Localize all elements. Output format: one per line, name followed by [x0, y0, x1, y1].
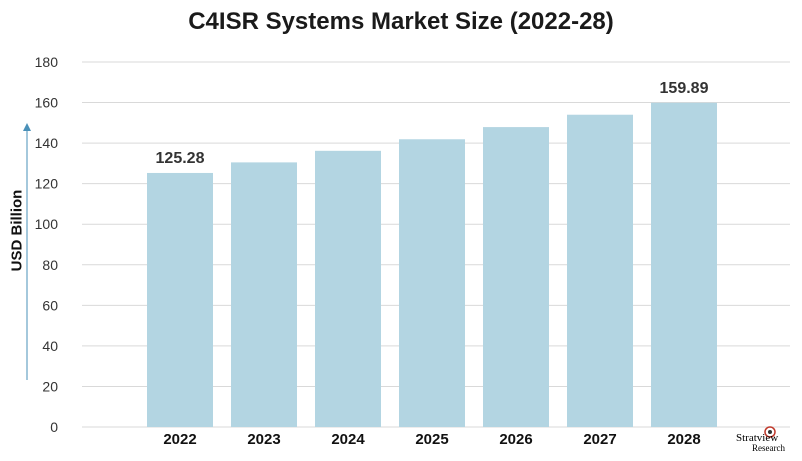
bar	[567, 114, 633, 427]
bar	[315, 150, 381, 428]
y-tick-labels: 0 20 40 60 80 100 120 140 160 180	[35, 54, 59, 435]
arrow-head	[23, 123, 31, 131]
y-tick-label: 160	[35, 95, 59, 111]
data-labels: 125.28 159.89	[156, 80, 709, 167]
y-axis-arrow	[23, 123, 31, 380]
x-tick-label: 2025	[415, 431, 448, 448]
y-tick-label: 140	[35, 135, 59, 151]
x-tick-labels: 2022 2023 2024 2025 2026 2027 2028	[163, 431, 700, 448]
bar	[483, 127, 549, 427]
x-tick-label: 2026	[499, 431, 532, 448]
y-tick-label: 20	[42, 378, 58, 394]
y-tick-label: 40	[42, 338, 58, 354]
y-tick-label: 180	[35, 54, 59, 70]
y-tick-label: 60	[42, 297, 58, 313]
y-tick-label: 120	[35, 176, 59, 192]
logo-sub: Research	[752, 443, 785, 453]
chart-title: C4ISR Systems Market Size (2022-28)	[188, 8, 614, 35]
bar	[651, 102, 717, 427]
y-tick-label: 100	[35, 216, 59, 232]
bar	[147, 172, 213, 427]
logo-name: Stratview	[736, 432, 778, 444]
x-tick-label: 2028	[667, 431, 700, 448]
data-label: 159.89	[660, 80, 709, 97]
stratview-logo: Stratview Research	[734, 424, 798, 456]
bar	[399, 139, 465, 427]
x-tick-label: 2027	[583, 431, 616, 448]
x-tick-label: 2024	[331, 431, 365, 448]
data-label: 125.28	[156, 150, 205, 167]
bars	[147, 102, 717, 428]
x-tick-label: 2023	[247, 431, 280, 448]
y-tick-label: 0	[50, 419, 58, 435]
x-tick-label: 2022	[163, 431, 196, 448]
bar	[231, 162, 297, 427]
y-tick-label: 80	[42, 257, 58, 273]
